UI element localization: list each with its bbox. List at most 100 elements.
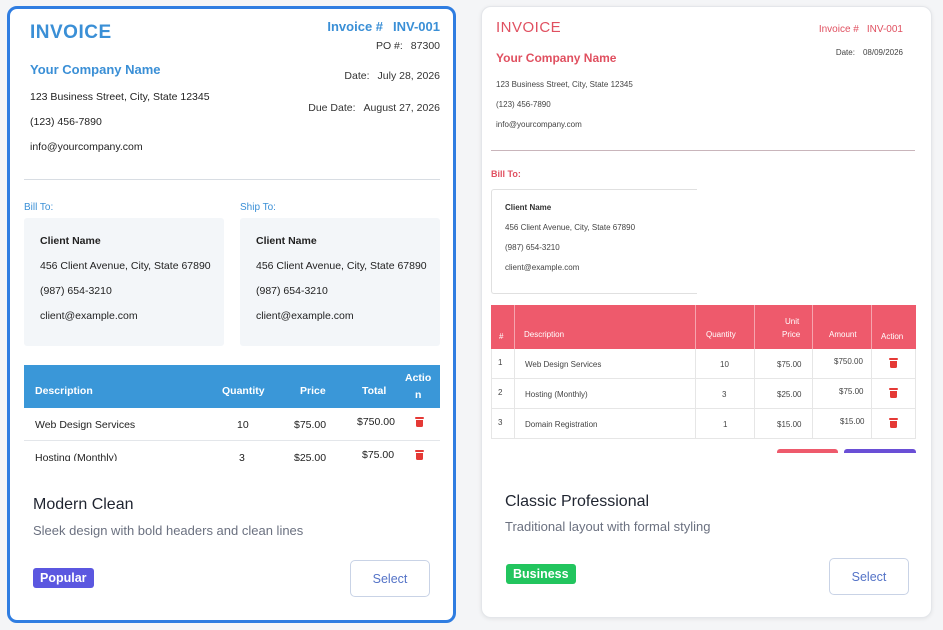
row-amount: $75.00 <box>839 387 864 396</box>
ship-to-label: Ship To: <box>240 202 276 213</box>
col-unit-price-wrap: Price <box>782 330 801 339</box>
badge-popular: Popular <box>33 568 94 588</box>
invoice-title: INVOICE <box>30 22 112 43</box>
row-price: $25.00 <box>294 452 327 461</box>
po-label: PO #: <box>375 40 403 52</box>
client-address: 456 Client Avenue, City, State 67890 <box>40 260 211 272</box>
invoice-title: INVOICE <box>496 19 562 36</box>
col-quantity: Quantity <box>222 385 265 397</box>
due-date-value: August 27, 2026 <box>363 102 440 114</box>
table-row: 1 Web Design Services 10 $75.00 $750.00 <box>491 349 916 379</box>
column-divider <box>812 349 813 378</box>
column-divider <box>695 349 696 378</box>
template-card-modern-clean[interactable]: INVOICE Invoice # INV-001 PO #: 87300 Your… <box>7 6 456 623</box>
bill-to-box: Client Name 456 Client Avenue, City, Sta… <box>24 218 224 346</box>
row-amount: $750.00 <box>834 357 863 366</box>
badge-business: Business <box>506 564 576 584</box>
table-row: 2 Hosting (Monthly) 3 $25.00 $75.00 <box>491 379 916 409</box>
template-card-classic-professional[interactable]: INVOICE Invoice # INV-001 Date: 08/09/2026… <box>481 6 932 618</box>
column-divider <box>871 409 872 438</box>
company-name: Your Company Name <box>30 62 161 77</box>
col-action: Actio <box>405 372 432 384</box>
date-label: Date: <box>835 48 855 57</box>
row-description: Web Design Services <box>525 360 602 369</box>
row-unit-price: $15.00 <box>777 420 802 429</box>
trash-icon[interactable] <box>889 388 898 398</box>
row-number: 3 <box>498 418 503 427</box>
select-button[interactable]: Select <box>829 558 909 595</box>
date-value: July 28, 2026 <box>377 70 440 82</box>
row-description: Hosting (Monthly) <box>525 390 588 399</box>
bill-to-box: Client Name 456 Client Avenue, City, Sta… <box>491 189 697 294</box>
row-amount: $15.00 <box>840 417 865 426</box>
row-unit-price: $25.00 <box>777 390 802 399</box>
client-name: Client Name <box>40 235 101 247</box>
client-email: client@example.com <box>256 310 354 322</box>
client-email: client@example.com <box>40 310 138 322</box>
line-items-table: # Description Quantity Unit Price Amount… <box>491 305 916 439</box>
invoice-number: Invoice # INV-001 <box>819 24 903 35</box>
table-row: Web Design Services 10 $75.00 $750.00 <box>24 408 440 441</box>
row-price: $75.00 <box>294 419 327 431</box>
column-divider <box>754 409 755 438</box>
row-quantity: 1 <box>723 420 728 429</box>
company-phone: (123) 456-7890 <box>30 116 102 128</box>
column-divider <box>871 349 872 378</box>
company-address: 123 Business Street, City, State 12345 <box>496 80 633 89</box>
company-name: Your Company Name <box>496 51 617 65</box>
col-amount: Amount <box>829 330 857 339</box>
row-quantity: 10 <box>720 360 729 369</box>
client-address: 456 Client Avenue, City, State 67890 <box>505 223 636 232</box>
column-divider <box>754 305 755 349</box>
preview-button-peek <box>844 449 916 453</box>
company-email: info@yourcompany.com <box>496 120 582 129</box>
col-description: Description <box>524 330 565 339</box>
trash-icon[interactable] <box>889 358 898 368</box>
select-button[interactable]: Select <box>350 560 430 597</box>
column-divider <box>812 409 813 438</box>
invoice-number-label: Invoice # <box>327 19 384 34</box>
trash-icon[interactable] <box>415 450 424 460</box>
col-description: Description <box>35 385 93 397</box>
invoice-date: Date: 08/09/2026 <box>836 48 903 57</box>
template-name: Modern Clean <box>33 496 134 513</box>
row-description: Domain Registration <box>525 420 598 429</box>
table-row: 3 Domain Registration 1 $15.00 $15.00 <box>491 409 916 439</box>
table-row: Hosting (Monthly) 3 $25.00 $75.00 <box>24 441 440 461</box>
client-phone: (987) 654-3210 <box>505 243 560 252</box>
line-items-table: Description Quantity Price Total Actio n… <box>24 365 440 461</box>
column-divider <box>695 305 696 349</box>
column-divider <box>812 379 813 408</box>
row-quantity: 10 <box>237 419 249 431</box>
trash-icon[interactable] <box>415 417 424 427</box>
column-divider <box>514 409 515 438</box>
column-divider <box>514 349 515 378</box>
column-divider <box>754 349 755 378</box>
date-value: 08/09/2026 <box>862 48 903 57</box>
template-name: Classic Professional <box>505 493 650 510</box>
col-total: Total <box>362 385 387 397</box>
due-date-label: Due Date: <box>308 102 356 114</box>
col-action-wrap: n <box>415 389 422 401</box>
invoice-number: Invoice # INV-001 <box>327 19 440 34</box>
column-divider <box>754 379 755 408</box>
col-unit-price: Unit <box>785 317 800 326</box>
template-description: Sleek design with bold headers and clean… <box>33 523 304 538</box>
ship-to-box: Client Name 456 Client Avenue, City, Sta… <box>240 218 440 346</box>
row-total: $750.00 <box>357 416 395 428</box>
bill-to-label: Bill To: <box>491 169 521 179</box>
client-address: 456 Client Avenue, City, State 67890 <box>256 260 427 272</box>
invoice-number-value: INV-001 <box>866 24 903 35</box>
invoice-number-value: INV-001 <box>393 19 440 34</box>
trash-icon[interactable] <box>889 418 898 428</box>
row-number: 2 <box>498 388 503 397</box>
due-date: Due Date: August 27, 2026 <box>308 102 440 114</box>
invoice-date: Date: July 28, 2026 <box>344 70 440 82</box>
client-email: client@example.com <box>505 263 580 272</box>
row-description: Web Design Services <box>35 419 136 431</box>
invoice-number-label: Invoice # <box>818 24 859 35</box>
column-divider <box>514 379 515 408</box>
row-quantity: 3 <box>722 390 727 399</box>
column-divider <box>695 379 696 408</box>
column-divider <box>514 305 515 349</box>
